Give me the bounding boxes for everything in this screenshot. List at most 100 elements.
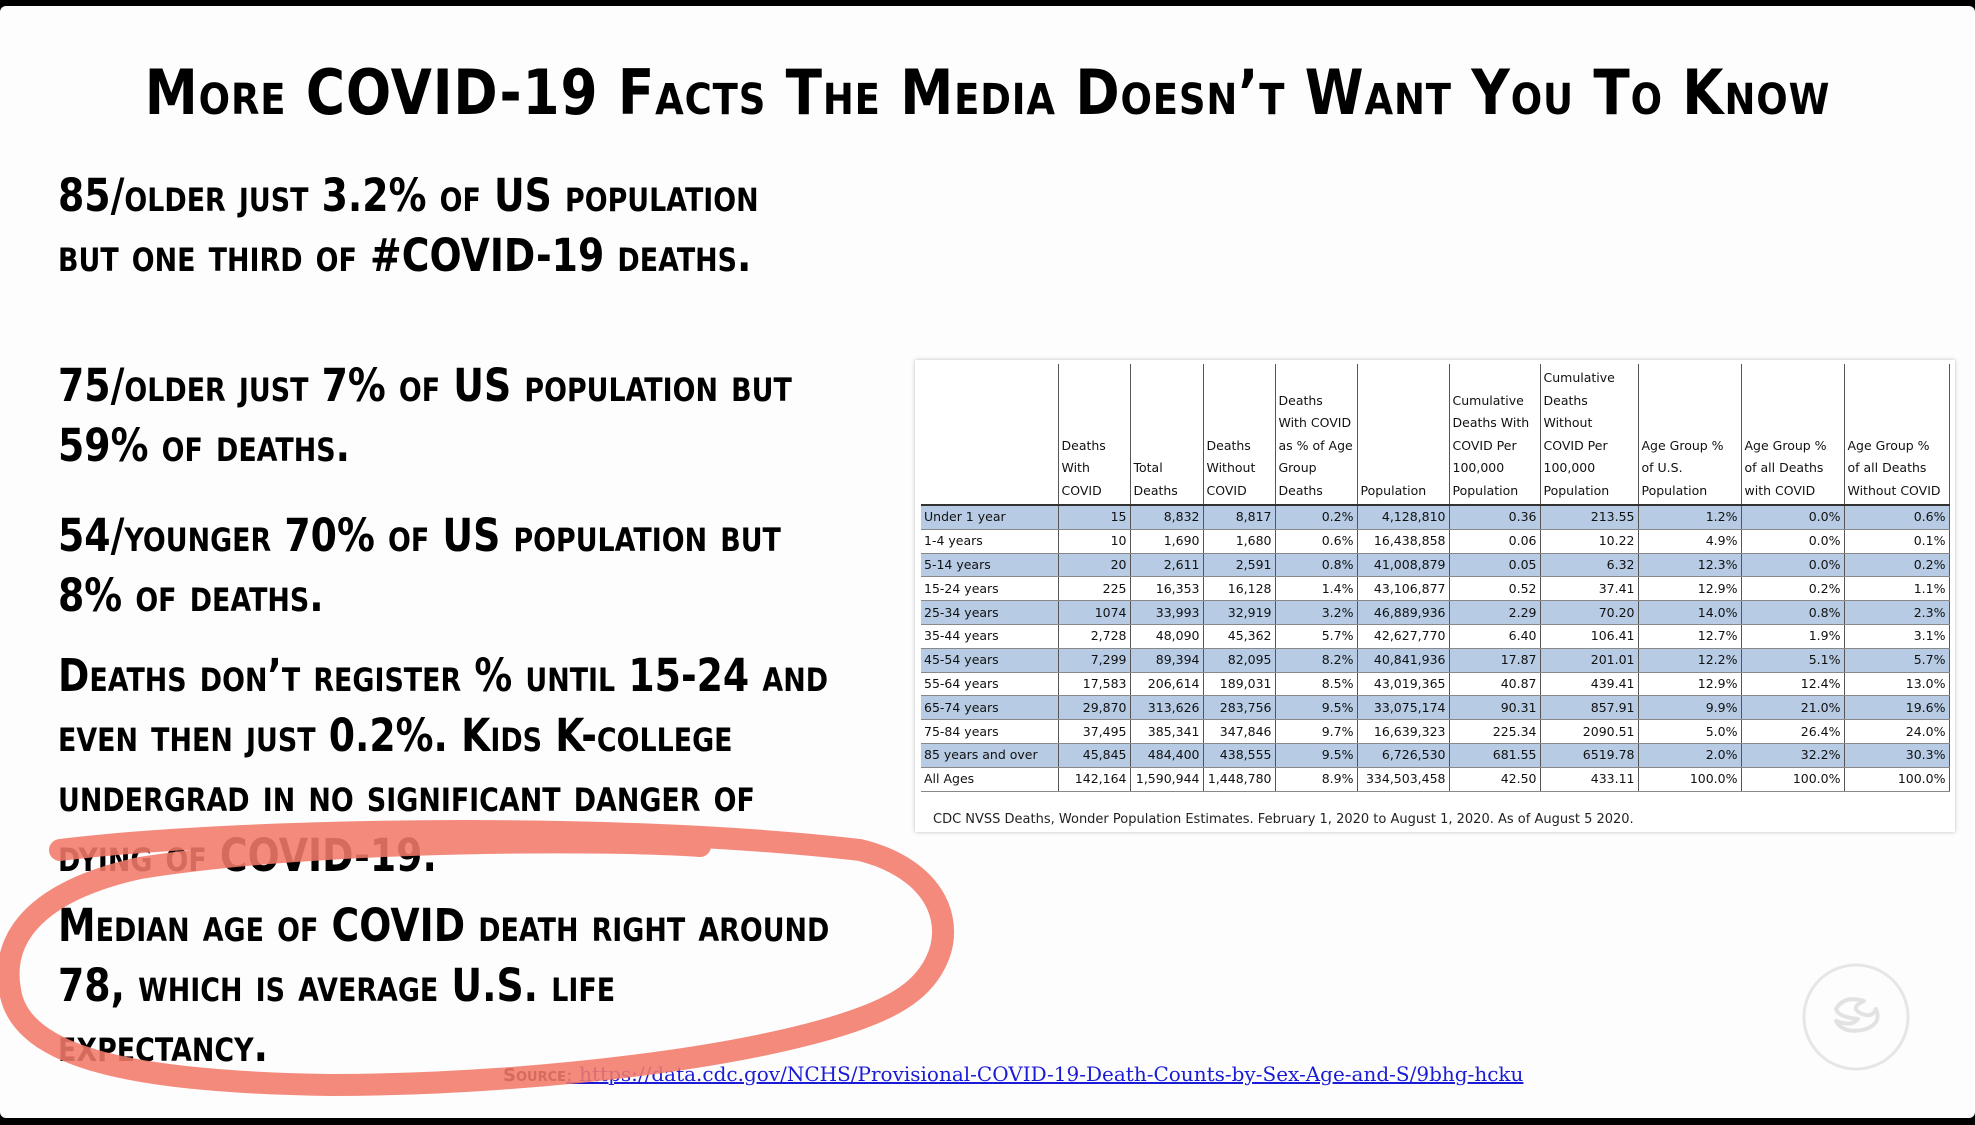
table-row-label: Under 1 year (921, 505, 1059, 530)
table-cell: 42,627,770 (1357, 624, 1450, 649)
table-cell: 13.0% (1844, 672, 1950, 697)
table-cell: 8,817 (1203, 505, 1276, 530)
table-header-cell (921, 364, 1059, 506)
logo-watermark-icon (1802, 963, 1910, 1071)
table-cell: 32,919 (1203, 600, 1276, 625)
table-cell: 30.3% (1844, 743, 1950, 768)
table-cell: 33,993 (1130, 600, 1204, 625)
source-line: Source: https://data.cdc.gov/NCHS/Provis… (503, 1062, 1523, 1086)
table-cell: 1.2% (1638, 505, 1742, 530)
table-cell: 10.22 (1540, 529, 1639, 554)
table-cell: 439.41 (1540, 672, 1639, 697)
cdc-data-table-image: Deaths With COVID Total Deaths Deaths With… (915, 360, 1955, 832)
table-header-cell: Deaths With COVID as % of Age Group Deat… (1275, 364, 1358, 506)
table-row-label: All Ages (921, 767, 1059, 792)
table-cell: 213.55 (1540, 505, 1639, 530)
table-cell: 225 (1058, 576, 1131, 602)
table-cell: 6519.78 (1540, 743, 1639, 768)
table-row: 35-44 years 2,728 48,090 45,362 5.7% 42,627,7… (921, 624, 1950, 649)
table-caption: CDC NVSS Deaths, Wonder Population Estim… (933, 812, 1634, 827)
table-cell: 15 (1058, 505, 1131, 530)
table-cell: 206,614 (1130, 672, 1204, 697)
table-cell: 106.41 (1540, 624, 1639, 649)
table-cell: 40.87 (1449, 672, 1541, 697)
table-cell: 5.0% (1638, 719, 1742, 744)
table-row-label: 35-44 years (921, 624, 1059, 649)
table-cell: 334,503,458 (1357, 767, 1450, 792)
slide: More COVID-19 Facts The Media Doesn’t Wa… (0, 6, 1975, 1118)
table-header-cell: Age Group % of U.S. Population (1638, 364, 1742, 506)
table-cell: 37,495 (1058, 719, 1131, 744)
table-row-label: 15-24 years (921, 576, 1059, 602)
table-cell: 100.0% (1844, 767, 1950, 792)
table-header-row: Deaths With COVID Total Deaths Deaths With… (921, 364, 1950, 506)
table-cell: 46,889,936 (1357, 600, 1450, 625)
table-cell: 4,128,810 (1357, 505, 1450, 530)
table-cell: 33,075,174 (1357, 695, 1450, 721)
table-cell: 4.9% (1638, 529, 1742, 554)
table-cell: 29,870 (1058, 695, 1131, 721)
table-row: 75-84 years 37,495 385,341 347,846 9.7% 16,63… (921, 719, 1950, 744)
table-cell: 89,394 (1130, 648, 1204, 673)
table-row: 5-14 years 20 2,611 2,591 0.8% 41,008,879 0.05… (921, 553, 1950, 578)
table-cell: 43,019,365 (1357, 672, 1450, 697)
table-cell: 9.7% (1275, 719, 1358, 744)
fact-15-24: Deaths don’t register % until 15-24 and … (58, 649, 829, 882)
table-row: 45-54 years 7,299 89,394 82,095 8.2% 40,841,9… (921, 648, 1950, 673)
table-cell: 0.1% (1844, 529, 1950, 554)
table-row: 85 years and over 45,845 484,400 438,555 9.5… (921, 743, 1950, 768)
table-cell: 1074 (1058, 600, 1131, 625)
table-row: 1-4 years 10 1,690 1,680 0.6% 16,438,858 0.06 1… (921, 529, 1950, 554)
table-cell: 43,106,877 (1357, 576, 1450, 602)
table-row-label: 65-74 years (921, 695, 1059, 721)
table-cell: 0.6% (1275, 529, 1358, 554)
table-cell: 8.5% (1275, 672, 1358, 697)
table-cell: 1.1% (1844, 576, 1950, 602)
table-cell: 12.7% (1638, 624, 1742, 649)
table-cell: 24.0% (1844, 719, 1950, 744)
source-link[interactable]: : https://data.cdc.gov/NCHS/Provisional-… (566, 1062, 1524, 1086)
table-cell: 5.7% (1275, 624, 1358, 649)
source-label: Source (503, 1065, 567, 1086)
table-row: Under 1 year 15 8,832 8,817 0.2% 4,128,810 0.3… (921, 505, 1950, 530)
table-cell: 2,591 (1203, 553, 1276, 578)
table-cell: 37.41 (1540, 576, 1639, 602)
table-cell: 0.8% (1741, 600, 1845, 625)
table-cell: 82,095 (1203, 648, 1276, 673)
cdc-data-table: Deaths With COVID Total Deaths Deaths With… (921, 364, 1950, 792)
table-cell: 347,846 (1203, 719, 1276, 744)
table-cell: 90.31 (1449, 695, 1541, 721)
table-cell: 0.2% (1275, 505, 1358, 530)
table-cell: 0.36 (1449, 505, 1541, 530)
table-cell: 681.55 (1449, 743, 1541, 768)
table-cell: 9.9% (1638, 695, 1742, 721)
table-cell: 189,031 (1203, 672, 1276, 697)
table-header-cell: Cumulative Deaths Without COVID Per 100,… (1540, 364, 1639, 506)
table-cell: 16,639,323 (1357, 719, 1450, 744)
table-cell: 21.0% (1741, 695, 1845, 721)
table-cell: 16,128 (1203, 576, 1276, 602)
fact-75-older: 75/older just 7% of US population but 59… (58, 359, 792, 472)
table-header-cell: Total Deaths (1130, 364, 1204, 506)
fact-54-younger: 54/younger 70% of US population but 8% o… (58, 509, 781, 622)
page-title: More COVID-19 Facts The Media Doesn’t Wa… (144, 56, 1831, 129)
table-cell: 438,555 (1203, 743, 1276, 768)
table-cell: 0.0% (1741, 505, 1845, 530)
table-cell: 7,299 (1058, 648, 1131, 673)
table-cell: 100.0% (1638, 767, 1742, 792)
table-cell: 32.2% (1741, 743, 1845, 768)
table-cell: 12.4% (1741, 672, 1845, 697)
table-cell: 0.2% (1844, 553, 1950, 578)
table-header-cell: Deaths With COVID (1058, 364, 1131, 506)
table-cell: 42.50 (1449, 767, 1541, 792)
table-cell: 17,583 (1058, 672, 1131, 697)
table-cell: 45,845 (1058, 743, 1131, 768)
table-row-label: 75-84 years (921, 719, 1059, 744)
table-cell: 14.0% (1638, 600, 1742, 625)
table-cell: 45,362 (1203, 624, 1276, 649)
table-row: 25-34 years 1074 33,993 32,919 3.2% 46,889,93… (921, 600, 1950, 625)
table-cell: 0.52 (1449, 576, 1541, 602)
table-row: All Ages 142,164 1,590,944 1,448,780 8.9% 334… (921, 767, 1950, 792)
table-cell: 17.87 (1449, 648, 1541, 673)
table-row-label: 5-14 years (921, 553, 1059, 578)
